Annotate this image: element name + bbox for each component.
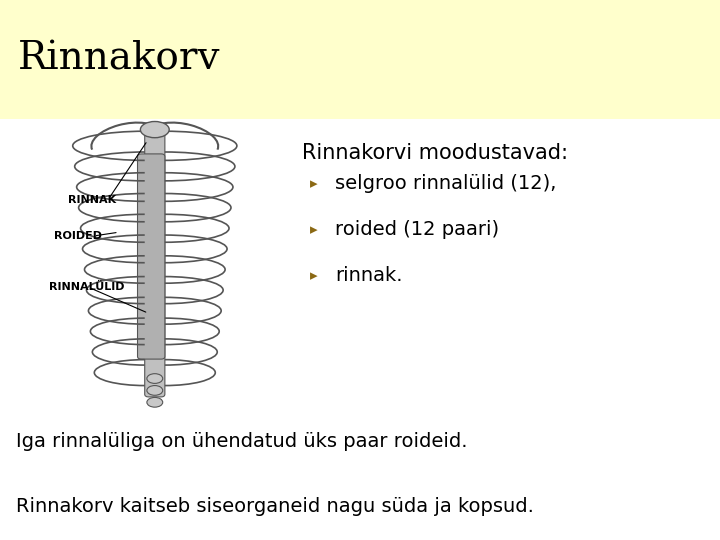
Text: ▸: ▸ <box>310 222 318 237</box>
FancyBboxPatch shape <box>145 132 165 397</box>
Text: Iga rinnalüliga on ühendatud üks paar roideid.: Iga rinnalüliga on ühendatud üks paar ro… <box>16 432 467 451</box>
Text: roided (12 paari): roided (12 paari) <box>335 220 499 239</box>
Text: RINNAK: RINNAK <box>68 195 117 205</box>
Text: ROIDED: ROIDED <box>54 231 102 241</box>
Text: RINNALÜLID: RINNALÜLID <box>49 282 125 292</box>
Text: selgroo rinnalülid (12),: selgroo rinnalülid (12), <box>335 174 556 193</box>
FancyBboxPatch shape <box>138 154 165 359</box>
Text: ▸: ▸ <box>310 268 318 283</box>
Ellipse shape <box>147 397 163 407</box>
Ellipse shape <box>147 374 163 383</box>
Text: rinnak.: rinnak. <box>335 266 402 285</box>
Text: Rinnakorvi moodustavad:: Rinnakorvi moodustavad: <box>302 143 568 163</box>
FancyBboxPatch shape <box>0 0 720 119</box>
Text: Rinnakorv: Rinnakorv <box>18 41 220 78</box>
Text: ▸: ▸ <box>310 176 318 191</box>
Ellipse shape <box>140 122 169 138</box>
Ellipse shape <box>147 386 163 395</box>
Text: Rinnakorv kaitseb siseorganeid nagu süda ja kopsud.: Rinnakorv kaitseb siseorganeid nagu süda… <box>16 497 534 516</box>
